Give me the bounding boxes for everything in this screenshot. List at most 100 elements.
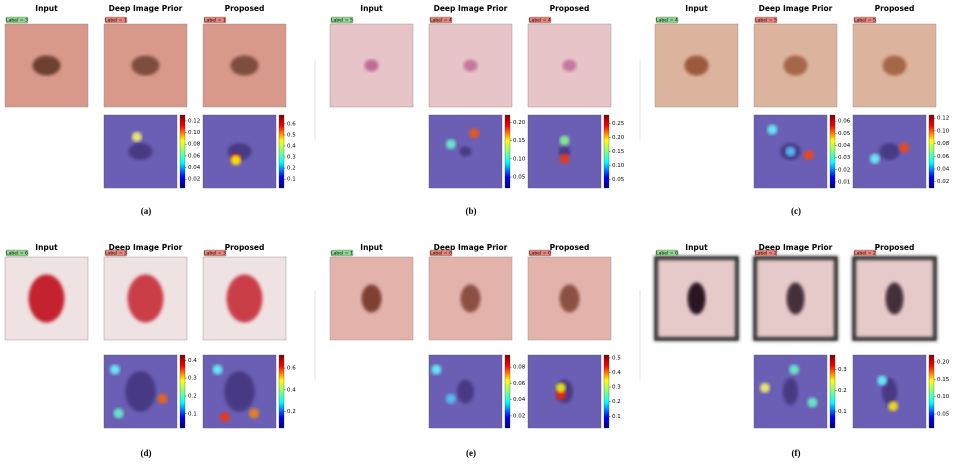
- tick-label: 0.10: [513, 156, 526, 162]
- heatmap-spot: [555, 382, 566, 393]
- tick-label: 0.6: [287, 366, 296, 372]
- column-title: Proposed: [225, 243, 265, 252]
- colorbar: [928, 354, 935, 429]
- heatmap-spot: [807, 397, 818, 408]
- heatmap-spot: [785, 146, 796, 157]
- heatmap-lesion: [457, 379, 474, 404]
- panel-caption: (f): [792, 448, 801, 458]
- column-title: Deep Image Prior: [434, 243, 508, 252]
- heatmap-lesion: [782, 377, 799, 406]
- tick-label: 0.20: [612, 135, 625, 141]
- column-title: Input: [685, 243, 708, 252]
- panel-caption: (c): [791, 206, 801, 216]
- tick-label: 0.12: [188, 118, 200, 124]
- heatmap-lesion: [879, 143, 900, 160]
- label-text: Label = 3: [204, 251, 226, 257]
- colorbar: [179, 354, 186, 429]
- tick-label: 0.10: [937, 394, 950, 400]
- heatmap-spot: [469, 128, 480, 139]
- heatmap-spot: [877, 375, 888, 386]
- colorbar: [278, 114, 285, 189]
- heatmap-spot: [230, 155, 241, 166]
- tick-label: 0.20: [513, 120, 526, 126]
- tick-label: 0.20: [937, 359, 950, 365]
- vignette: [852, 256, 937, 341]
- label-badge: [853, 16, 877, 24]
- label-text: Label = 5: [331, 18, 353, 24]
- tick-label: 0.04: [188, 165, 201, 171]
- tick-label: 0.04: [937, 166, 950, 172]
- tick-label: 0.1: [287, 177, 296, 183]
- heatmap-lesion: [125, 371, 156, 412]
- lesion: [684, 55, 709, 76]
- tick-label: 0.12: [937, 116, 949, 122]
- heatmap-spot: [109, 364, 120, 375]
- heatmap-spot: [219, 412, 230, 423]
- heatmap-lesion: [224, 371, 255, 412]
- column-title: Deep Image Prior: [109, 243, 183, 252]
- tick-label: 0.4: [188, 358, 197, 364]
- tick-label: 0.1: [188, 411, 197, 417]
- label-text: Label = 5: [854, 18, 876, 24]
- heatmap-spot: [759, 382, 770, 393]
- tick-label: 0.1: [838, 409, 847, 415]
- heatmap-spot: [131, 131, 142, 142]
- tick-label: 0.10: [188, 130, 201, 136]
- label-text: Label = 2: [755, 251, 777, 257]
- label-badge: [203, 16, 227, 24]
- lesion: [361, 284, 382, 313]
- label-text: Label = 4: [430, 18, 452, 24]
- column-title: Deep Image Prior: [759, 243, 833, 252]
- label-badge: [429, 16, 453, 24]
- colorbar: [829, 354, 836, 429]
- label-badge: [853, 249, 877, 257]
- tick-label: 0.06: [513, 381, 526, 387]
- lesion: [127, 274, 164, 323]
- vignette: [654, 256, 739, 341]
- panel-caption: (d): [141, 448, 152, 458]
- tick-label: 0.2: [612, 399, 621, 405]
- column-title: Input: [360, 4, 383, 13]
- heatmap-spot: [113, 408, 124, 419]
- tick-label: 0.08: [513, 365, 526, 371]
- label-text: Label = 0: [656, 251, 678, 257]
- label-badge: [754, 249, 778, 257]
- tick-label: 0.06: [937, 154, 950, 160]
- column-title: Proposed: [875, 243, 915, 252]
- tick-label: 0.5: [287, 132, 296, 138]
- tick-label: 0.1: [612, 414, 621, 420]
- tick-label: 0.4: [287, 387, 296, 393]
- colorbar: [928, 114, 935, 189]
- lesion: [783, 55, 808, 76]
- heatmap-lesion: [459, 146, 472, 157]
- colorbar: [603, 354, 610, 429]
- tick-label: 0.4: [612, 370, 621, 376]
- heatmap-spot: [212, 364, 223, 375]
- lesion: [559, 284, 580, 313]
- heatmap-spot: [445, 393, 456, 404]
- label-text: Label = 1: [331, 251, 353, 257]
- tick-label: 0.03: [838, 155, 851, 161]
- column-title: Input: [35, 243, 58, 252]
- label-text: Label = 4: [529, 18, 551, 24]
- heatmap-spot: [888, 401, 899, 412]
- column-title: Input: [35, 4, 58, 13]
- label-text: Label = 0: [529, 251, 551, 257]
- label-text: Label = 3: [105, 251, 127, 257]
- tick-label: 0.15: [937, 377, 950, 383]
- tick-label: 0.10: [612, 163, 625, 169]
- label-badge: [655, 16, 679, 24]
- column-title: Deep Image Prior: [434, 4, 508, 13]
- column-title: Proposed: [550, 243, 590, 252]
- panel-caption: (a): [141, 206, 152, 216]
- heatmap-spot: [869, 153, 880, 164]
- heatmap-spot: [789, 364, 800, 375]
- lesion: [226, 274, 263, 323]
- tick-label: 0.05: [513, 175, 526, 181]
- tick-label: 0.06: [188, 153, 201, 159]
- label-text: Label = 0: [430, 251, 452, 257]
- colorbar: [504, 114, 511, 189]
- label-badge: [528, 16, 552, 24]
- column-title: Proposed: [225, 4, 265, 13]
- tick-label: 0.2: [287, 166, 296, 172]
